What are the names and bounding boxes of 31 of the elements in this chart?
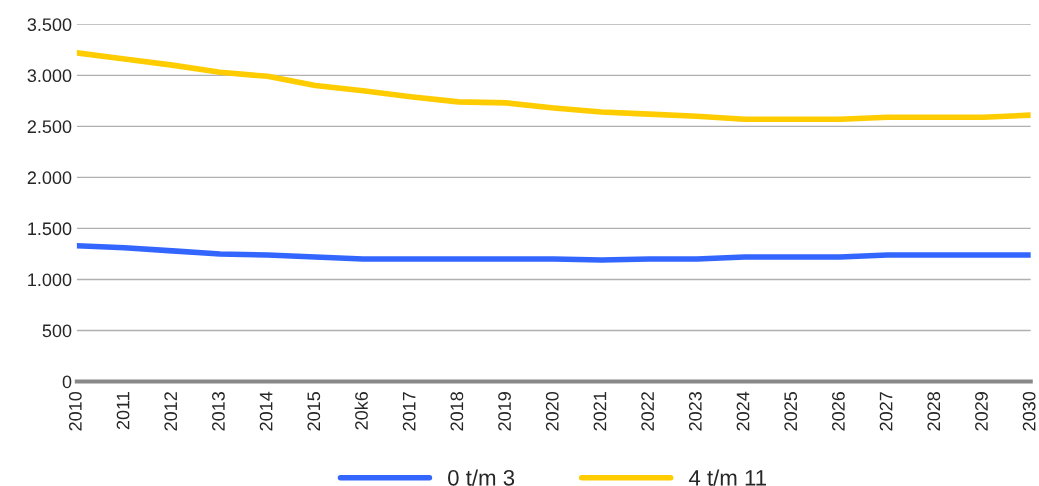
y-tick-label: 2.000 bbox=[27, 171, 72, 185]
x-tick-label: 2020 bbox=[545, 391, 559, 431]
x-tick-label: 2029 bbox=[975, 392, 988, 431]
y-tick-label: 3.000 bbox=[27, 69, 72, 83]
x-tick-label: 2025 bbox=[784, 391, 798, 431]
y-tick-label: 0 bbox=[62, 375, 72, 389]
x-tick-label: 2022 bbox=[641, 392, 655, 431]
y-tick-label: 1.000 bbox=[28, 273, 72, 287]
x-tick-label: 2028 bbox=[927, 392, 941, 431]
x-tick-label: 2030 bbox=[1022, 391, 1036, 431]
x-tick-label: 2013 bbox=[212, 392, 225, 431]
x-tick-label: 2017 bbox=[402, 392, 416, 431]
x-tick-label: 2024 bbox=[736, 391, 750, 431]
x-tick-label: 2026 bbox=[831, 392, 845, 431]
x-tick-label: 2019 bbox=[498, 392, 511, 431]
x-tick-label: 2011 bbox=[116, 392, 130, 430]
x-tick-label: 2023 bbox=[688, 392, 702, 431]
y-tick-label: 500 bbox=[42, 324, 72, 338]
x-tick-label: 2014 bbox=[259, 391, 273, 431]
legend-label: 0 t/m 3 bbox=[448, 469, 515, 486]
x-tick-label: 2027 bbox=[879, 392, 893, 431]
x-tick-label: 2015 bbox=[307, 391, 321, 431]
x-tick-label: 2010 bbox=[68, 391, 82, 431]
y-tick-label: 1.500 bbox=[28, 222, 72, 236]
y-tick-label: 3.500 bbox=[27, 18, 72, 32]
x-tick-label: 2012 bbox=[164, 392, 178, 431]
legend-label: 4 t/m 11 bbox=[688, 469, 766, 486]
y-tick-label: 2.500 bbox=[27, 120, 72, 134]
x-tick-label: 2018 bbox=[450, 392, 464, 431]
x-tick-label: 20k6 bbox=[354, 392, 368, 430]
x-tick-label: 2021 bbox=[593, 392, 607, 431]
